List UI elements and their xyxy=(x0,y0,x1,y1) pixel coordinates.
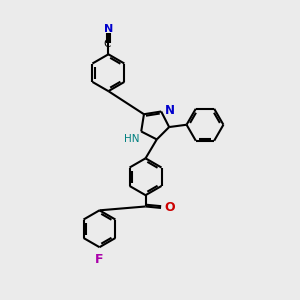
Text: N: N xyxy=(165,103,176,116)
Text: HN: HN xyxy=(124,134,140,144)
Text: C: C xyxy=(103,40,111,50)
Text: F: F xyxy=(95,253,104,266)
Text: N: N xyxy=(104,24,113,34)
Text: O: O xyxy=(165,201,175,214)
